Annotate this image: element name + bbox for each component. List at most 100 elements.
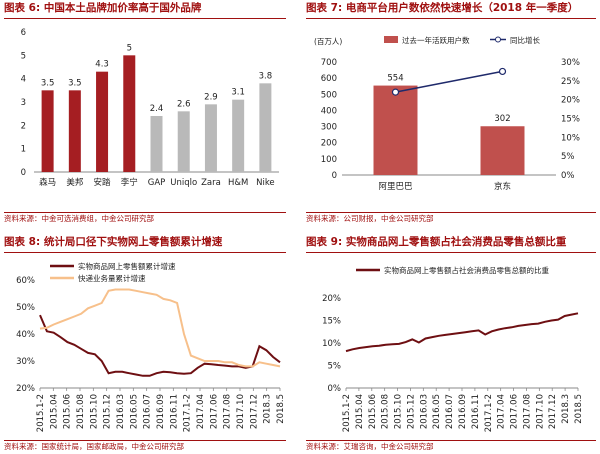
x-tick-label: 2016.11	[471, 394, 481, 429]
x-tick-label: 2017.04	[196, 394, 206, 429]
bar-value-label: 5	[127, 43, 132, 53]
online-retail-growth-chart: 20%30%40%50%60%2015.1-2 2015.04 2015.06 201…	[16, 261, 286, 432]
bar-value-label: 3.5	[68, 78, 82, 88]
bar	[259, 83, 272, 172]
bar-value-label: 554	[387, 74, 403, 84]
x-tick-label: 2017.1-2	[183, 394, 193, 432]
y2-tick-label: 10%	[561, 133, 580, 143]
y-tick-label: 200	[321, 139, 337, 149]
source-note: 资料来源：艾瑞咨询，中金公司研究部	[306, 440, 596, 453]
x-tick-label: 2017.06	[510, 394, 520, 429]
x-tick-label: 2016.11	[169, 394, 179, 429]
legend-swatch-bar	[384, 36, 398, 43]
y-tick-label: 50%	[16, 303, 35, 313]
x-tick-label: 京东	[494, 181, 511, 192]
bar-value-label: 3.1	[231, 88, 245, 98]
x-tick-label: 2017.12	[249, 394, 259, 429]
x-tick-label: 美邦	[66, 177, 84, 188]
y2-tick-label: 0%	[561, 171, 575, 181]
bar	[41, 90, 54, 172]
bar	[232, 99, 245, 172]
online-retail-share-chart: 0%5%10%15%20%2015.1-2 2015.04 2015.06 2015.…	[322, 265, 584, 432]
bar	[123, 55, 136, 173]
panel-title: 图表 9: 实物商品网上零售额占社会消费品零售总额比重	[306, 234, 596, 253]
bar-value-label: 2.4	[150, 104, 164, 114]
bar-value-label: 2.9	[204, 92, 218, 102]
legend-label: 快递业务量累计增速	[78, 273, 146, 283]
y-tick-label: 5%	[328, 362, 342, 372]
bar	[68, 90, 81, 172]
panel-markup-ratio: 图表 6: 中国本土品牌加价率高于国外品牌 0 1 2 3 4 5 6 3.5 森马 3.5 美邦 4…	[4, 0, 286, 227]
panel-title: 图表 8: 统计局口径下实物网上零售额累计增速	[4, 234, 286, 253]
bar-value-label: 2.6	[177, 99, 191, 109]
markup-ratio-chart: 0 1 2 3 4 5 6 3.5 森马 3.5 美邦 4.3 安踏 5 李宁 2.4 GAP 2.6 Uniqlo…	[21, 28, 279, 188]
unit-label: (百万人)	[314, 37, 342, 46]
y-tick-label: 3	[21, 98, 26, 108]
source-note: 资料来源：中金可选消费组，中金公司研究部	[4, 212, 286, 225]
x-tick-label: 2015.10	[394, 394, 404, 429]
legend-label: 实物商品网上零售额占社会消费品零售总额的比重	[384, 265, 549, 275]
x-tick-label: 2015.04	[49, 394, 59, 429]
x-tick-label: 2016.09	[458, 394, 468, 429]
source-note: 资料来源：国家统计局，国家邮政局，中金公司研究部	[4, 440, 286, 453]
x-tick-label: 2018.3	[561, 394, 571, 424]
legend-label: 过去一年活跃用户数	[402, 35, 470, 45]
x-tick-label: Zara	[201, 178, 221, 188]
x-tick-label: GAP	[148, 178, 166, 188]
x-tick-label: 2017.12	[548, 394, 558, 429]
x-tick-label: 2016.07	[445, 394, 455, 429]
x-tick-label: 2017.06	[209, 394, 219, 429]
x-tick-label: 李宁	[121, 177, 138, 188]
x-tick-label: 2018.3	[263, 394, 273, 424]
x-tick-label: 2015.1-2	[342, 394, 352, 432]
series-line	[39, 288, 281, 368]
x-tick-label: 2015.04	[355, 394, 365, 429]
y2-tick-label: 30%	[561, 58, 580, 68]
bar	[96, 71, 109, 172]
source-note: 资料来源：公司财报，中金公司研究部	[306, 212, 596, 225]
x-tick-label: 2015.08	[76, 394, 86, 429]
x-tick-label: 2018.5	[276, 394, 286, 424]
y-tick-label: 40%	[16, 330, 35, 340]
x-tick-label: Uniqlo	[170, 178, 197, 188]
x-tick-label: 2015.06	[368, 394, 378, 429]
x-tick-label: 森马	[39, 177, 56, 188]
x-tick-label: 阿里巴巴	[378, 182, 413, 192]
y2-tick-label: 25%	[561, 77, 580, 87]
x-tick-label: 2016.05	[432, 394, 442, 429]
y-tick-label: 20%	[16, 384, 35, 394]
x-tick-label: Nike	[256, 178, 275, 188]
x-tick-label: 2016.09	[156, 394, 166, 429]
x-tick-label: 2016.03	[419, 394, 429, 429]
y-tick-label: 5	[21, 51, 26, 61]
panel-platform-users: 图表 7: 电商平台用户数依然快速增长（2018 年一季度） (百万人) 过去一年…	[306, 0, 596, 227]
y-tick-label: 15%	[322, 317, 341, 327]
x-tick-label: 2017.08	[522, 394, 532, 429]
panel-title: 图表 6: 中国本土品牌加价率高于国外品牌	[4, 0, 286, 19]
y-tick-label: 400	[321, 106, 337, 116]
platform-users-chart: (百万人) 过去一年活跃用户数 同比增长 0 100 200 300 400 500 600 700…	[314, 35, 580, 192]
x-tick-label: 2015.1-2	[36, 394, 46, 432]
panel-online-retail-growth: 图表 8: 统计局口径下实物网上零售额累计增速 20% 30% 40% 50% 60% 2…	[4, 234, 286, 454]
x-tick-label: 2016.05	[129, 394, 139, 429]
x-tick-label: 2017.1-2	[484, 394, 494, 432]
x-tick-label: 2015.08	[381, 394, 391, 429]
bar-value-label: 4.3	[95, 60, 109, 70]
x-tick-label: 2015.06	[63, 394, 73, 429]
bar-value-label: 3.5	[41, 78, 55, 88]
legend-marker	[495, 36, 501, 43]
y2-tick-label: 5%	[561, 152, 575, 162]
y-tick-label: 600	[321, 74, 337, 84]
panel-online-retail-share: 图表 9: 实物商品网上零售额占社会消费品零售总额比重 0% 5% 10% 15% 20…	[306, 234, 596, 454]
panel-title: 图表 7: 电商平台用户数依然快速增长（2018 年一季度）	[306, 0, 596, 19]
x-tick-label: 2017.10	[236, 394, 246, 429]
y-tick-label: 10%	[322, 339, 341, 349]
x-tick-label: 2015.12	[406, 394, 416, 429]
y-tick-label: 0	[21, 168, 26, 178]
y-tick-label: 0	[332, 171, 337, 181]
x-tick-label: 2017.10	[535, 394, 545, 429]
bar	[150, 116, 163, 172]
y-tick-label: 0%	[328, 384, 342, 394]
bar-value-label: 3.8	[259, 71, 273, 81]
y-tick-label: 20%	[322, 294, 341, 304]
